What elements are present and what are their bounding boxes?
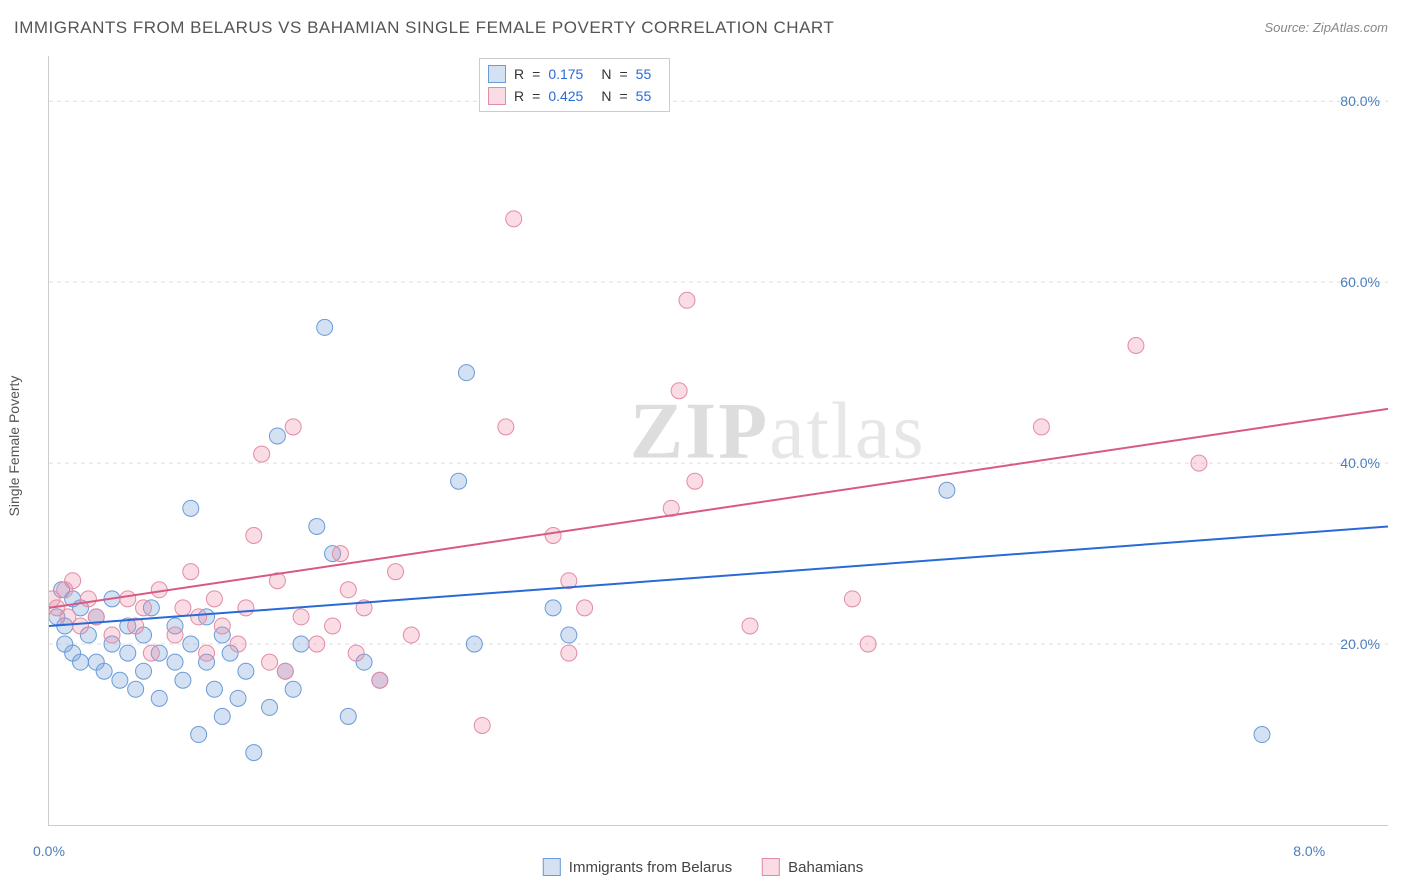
legend-eq: =: [619, 66, 627, 82]
legend-stats-box: R = 0.175 N = 55 R = 0.425 N = 55: [479, 58, 670, 112]
legend-eq: =: [532, 88, 540, 104]
legend-swatch-bahamians: [762, 858, 780, 876]
y-tick-label: 80.0%: [1340, 93, 1380, 109]
source-attribution: Source: ZipAtlas.com: [1264, 20, 1388, 35]
legend-swatch-bahamians: [488, 87, 506, 105]
legend-n-label: N: [601, 88, 611, 104]
legend-swatch-belarus: [488, 65, 506, 83]
chart-title: IMMIGRANTS FROM BELARUS VS BAHAMIAN SING…: [14, 18, 834, 38]
y-axis-title: Single Female Poverty: [6, 376, 22, 517]
y-tick-label: 40.0%: [1340, 455, 1380, 471]
legend-stats-row: R = 0.175 N = 55: [486, 63, 663, 85]
legend-n-value-bahamians: 55: [636, 88, 652, 104]
legend-n-label: N: [601, 66, 611, 82]
legend-eq: =: [619, 88, 627, 104]
legend-r-value-belarus: 0.175: [548, 66, 583, 82]
legend-stats-row: R = 0.425 N = 55: [486, 85, 663, 107]
plot-area: ZIPatlas R = 0.175 N = 55 R = 0.425 N = …: [48, 56, 1388, 826]
legend-r-label: R: [514, 66, 524, 82]
legend-eq: =: [532, 66, 540, 82]
legend-label-bahamians: Bahamians: [788, 859, 863, 876]
legend-swatch-belarus: [543, 858, 561, 876]
y-tick-label: 20.0%: [1340, 636, 1380, 652]
x-tick-label: 0.0%: [33, 843, 65, 859]
x-tick-label: 8.0%: [1293, 843, 1325, 859]
legend-r-label: R: [514, 88, 524, 104]
legend-r-value-bahamians: 0.425: [548, 88, 583, 104]
legend-item-belarus: Immigrants from Belarus: [543, 858, 732, 876]
legend-n-value-belarus: 55: [636, 66, 652, 82]
legend-item-bahamians: Bahamians: [762, 858, 863, 876]
y-tick-label: 60.0%: [1340, 274, 1380, 290]
legend-series-box: Immigrants from Belarus Bahamians: [543, 858, 863, 876]
scatter-svg: [49, 56, 1388, 825]
legend-label-belarus: Immigrants from Belarus: [569, 859, 732, 876]
